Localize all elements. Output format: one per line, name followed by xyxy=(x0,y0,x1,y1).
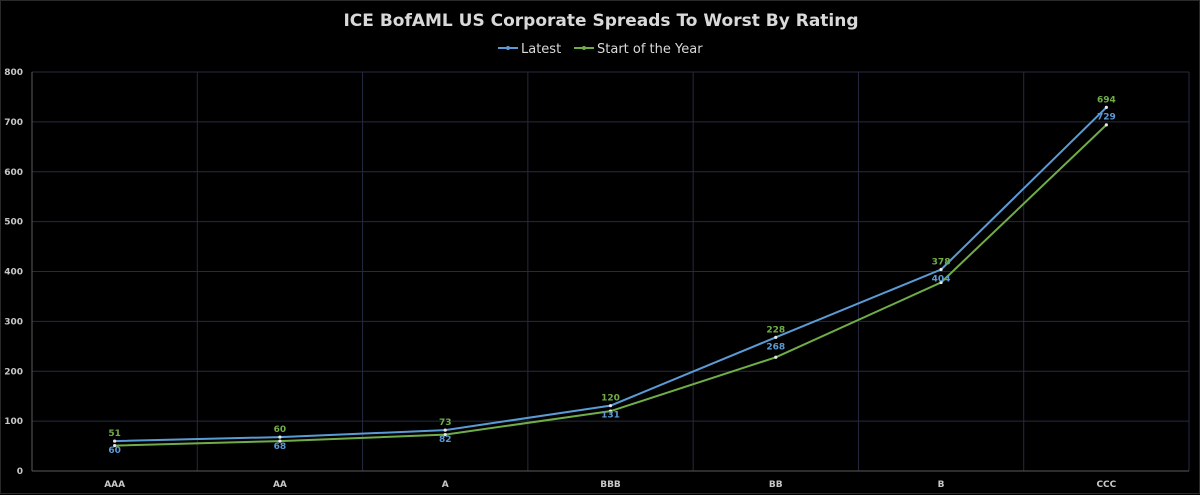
chart-title: ICE BofAML US Corporate Spreads To Worst… xyxy=(343,11,858,31)
data-point xyxy=(443,432,447,437)
data-point xyxy=(278,435,282,439)
data-label: 694 xyxy=(1097,95,1116,105)
data-label: 404 xyxy=(932,275,951,285)
data-point xyxy=(113,443,117,448)
x-tick-label: BB xyxy=(769,480,783,490)
data-point xyxy=(443,428,447,432)
data-point xyxy=(1104,123,1108,127)
data-label: 73 xyxy=(439,418,452,428)
data-label: 228 xyxy=(766,325,785,335)
data-label: 68 xyxy=(274,442,287,452)
x-tick-label: AA xyxy=(273,480,287,490)
data-point xyxy=(608,409,613,413)
y-tick-label: 100 xyxy=(4,417,23,427)
legend-marker-latest xyxy=(506,46,510,50)
data-point xyxy=(608,404,613,408)
data-label: 120 xyxy=(601,394,620,404)
y-tick-label: 500 xyxy=(4,218,23,228)
x-tick-label: B xyxy=(938,480,945,490)
legend-label-start-of-year: Start of the Year xyxy=(597,42,703,57)
data-point xyxy=(774,335,778,339)
data-point xyxy=(774,355,778,359)
x-tick-label: AAA xyxy=(104,480,125,490)
data-label: 131 xyxy=(601,411,620,421)
legend-marker-start-of-year xyxy=(582,46,586,50)
grid xyxy=(32,71,1190,471)
data-label: 60 xyxy=(274,425,287,435)
series xyxy=(113,105,1108,448)
data-label: 378 xyxy=(932,258,951,268)
data-point xyxy=(278,439,282,443)
y-tick-label: 300 xyxy=(4,317,23,327)
data-label: 82 xyxy=(439,435,452,445)
y-tick-label: 700 xyxy=(4,118,23,128)
x-tick-label: BBB xyxy=(600,480,621,490)
data-label: 51 xyxy=(108,429,121,439)
data-point xyxy=(1104,105,1108,110)
chart-legend: Latest Start of the Year xyxy=(498,42,703,57)
y-tick-label: 400 xyxy=(4,268,23,278)
data-point xyxy=(113,439,117,443)
y-tick-label: 200 xyxy=(4,367,23,377)
data-label: 729 xyxy=(1097,112,1116,122)
x-tick-label: A xyxy=(442,480,449,490)
data-label: 60 xyxy=(108,446,121,456)
y-tick-label: 800 xyxy=(4,68,23,78)
series-line-latest xyxy=(114,106,1108,443)
data-label: 268 xyxy=(766,342,785,352)
x-tick-label: CCC xyxy=(1096,480,1116,490)
y-tick-label: 0 xyxy=(17,467,23,477)
data-labels: 60 68 82 131 268 404 729 51 60 73 120 228 378 694 xyxy=(108,95,1115,456)
data-point xyxy=(939,267,943,272)
y-tick-label: 600 xyxy=(4,168,23,178)
legend-label-latest: Latest xyxy=(521,42,561,57)
data-point xyxy=(939,280,943,285)
